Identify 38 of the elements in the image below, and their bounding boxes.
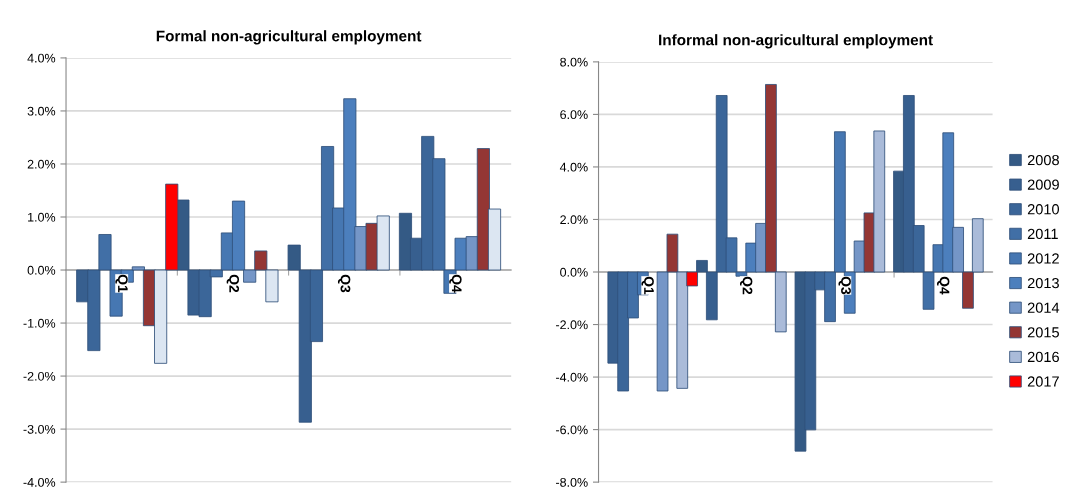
y-tick-label: -1.0% [23,318,56,328]
y-tick-label: 4.0% [27,53,56,63]
legend-label: 2013 [1027,277,1059,289]
legend-label: 2008 [1027,154,1059,166]
y-tick-label: 0.0% [560,267,588,277]
y-tick-label: 6.0% [560,110,588,120]
legend-label: 2015 [1027,327,1059,338]
y-tick-label: 1.0% [28,212,56,222]
x-tick-label: Q2 [226,274,240,293]
x-tick-label: Q4 [449,274,462,293]
y-tick-label: -3.0% [23,424,56,434]
legend-label: 2009 [1027,179,1059,190]
y-tick-label: -2.0% [556,320,588,330]
y-tick-label: -4.0% [23,477,56,487]
legend-label: 2017 [1027,376,1059,387]
chart-title: Informal non-agricultural employment [659,34,933,49]
y-tick-label: 8.0% [560,57,588,67]
y-tick-label: -8.0% [556,477,588,487]
legend-label: 2012 [1027,253,1059,264]
x-tick-label: Q3 [337,274,351,293]
y-tick-label: 4.0% [559,162,588,172]
y-tick-label: 3.0% [27,106,56,116]
x-tick-label: Q1 [115,274,128,293]
legend-label: 2014 [1027,302,1060,313]
legend-label: 2010 [1027,204,1060,215]
x-tick-label: Q1 [641,276,654,295]
x-tick-label: Q3 [838,276,851,295]
y-tick-label: 0.0% [27,265,56,275]
y-tick-label: 2.0% [560,215,588,225]
x-tick-label: Q2 [739,276,753,295]
chart-title: Formal non-agricultural employment [156,30,422,45]
x-tick-label: Q4 [937,276,950,295]
y-tick-label: 2.0% [27,159,56,169]
y-tick-label: -6.0% [556,425,588,435]
y-tick-label: -4.0% [556,372,588,382]
legend-label: 2016 [1027,351,1059,363]
y-tick-label: -2.0% [23,371,56,381]
legend-label: 2011 [1027,228,1058,240]
